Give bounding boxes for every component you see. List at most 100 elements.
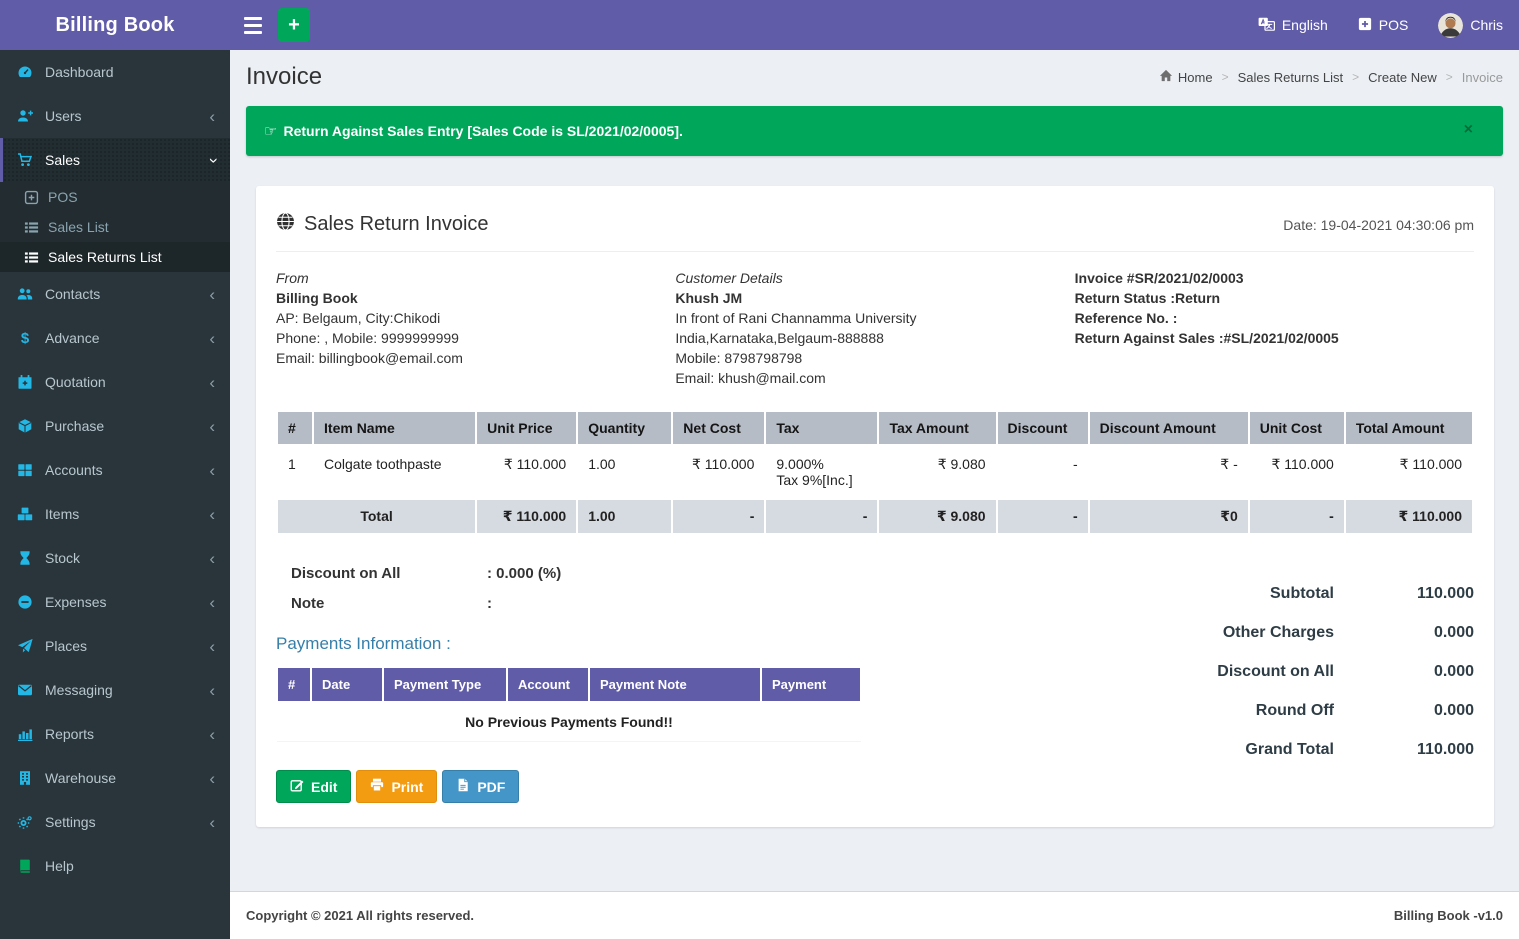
breadcrumb-separator: > [1221, 70, 1229, 84]
invoice-meta-block: Invoice #SR/2021/02/0003 Return Status :… [1075, 268, 1474, 388]
sidebar-item-purchase[interactable]: Purchase ‹ [0, 404, 230, 448]
chevron-left-icon: ‹ [209, 768, 215, 788]
close-icon[interactable]: × [1463, 121, 1473, 138]
chevron-left-icon: ‹ [209, 372, 215, 392]
sidebar-item-contacts[interactable]: Contacts ‹ [0, 272, 230, 316]
app-brand[interactable]: Billing Book [0, 0, 230, 50]
invoice-date: Date: 19-04-2021 04:30:06 pm [1283, 216, 1474, 233]
sidebar-item-accounts[interactable]: Accounts ‹ [0, 448, 230, 492]
users-group-icon [15, 286, 35, 302]
paper-plane-icon [15, 638, 35, 654]
payments-table: # Date Payment Type Account Payment Note… [276, 666, 862, 742]
chevron-left-icon: ‹ [209, 548, 215, 568]
sidebar-item-expenses[interactable]: Expenses ‹ [0, 580, 230, 624]
user-menu[interactable]: Chris [1438, 12, 1503, 38]
sidebar-item-label: Accounts [45, 462, 103, 478]
sidebar-item-settings[interactable]: Settings ‹ [0, 800, 230, 844]
content-area: Invoice Home > Sales Returns List > Crea… [230, 50, 1519, 891]
sidebar-item-reports[interactable]: Reports ‹ [0, 712, 230, 756]
sidebar-item-label: Users [45, 108, 82, 124]
sidebar-item-label: Items [45, 506, 80, 522]
avatar [1438, 12, 1464, 38]
sidebar-item-pos[interactable]: POS [0, 182, 230, 212]
sidebar-item-label: Help [45, 858, 74, 874]
summary-discount-on-all: Discount on All 0.000 [1217, 663, 1474, 680]
list-icon [22, 220, 40, 235]
sidebar-item-items[interactable]: Items ‹ [0, 492, 230, 536]
item-name-cell: Colgate toothpaste [312, 444, 478, 500]
book-icon [15, 858, 35, 874]
sidebar-item-help[interactable]: Help [0, 844, 230, 888]
footer: Copyright © 2021 All rights reserved. Bi… [230, 891, 1519, 939]
grid-icon [15, 462, 35, 478]
items-total-row: Total ₹ 110.000 1.00 - - ₹ 9.080 - ₹0 - … [275, 498, 1475, 535]
chevron-left-icon: ‹ [209, 106, 215, 126]
chevron-left-icon: ‹ [209, 680, 215, 700]
discount-on-all-row: Discount on All : 0.000 (%) [291, 565, 562, 582]
minus-circle-icon [15, 594, 35, 610]
breadcrumb-separator: > [1352, 70, 1360, 84]
sidebar: Billing Book Dashboard Users ‹ Sales ‹ P… [0, 0, 230, 939]
chevron-left-icon: ‹ [209, 636, 215, 656]
payments-header-row: # Date Payment Type Account Payment Note… [276, 666, 862, 703]
plus-square-icon [1358, 17, 1372, 34]
pdf-button[interactable]: PDF [442, 770, 520, 803]
pos-label: POS [1378, 17, 1409, 33]
bar-chart-icon [15, 726, 35, 742]
chevron-left-icon: ‹ [209, 328, 215, 348]
sidebar-item-warehouse[interactable]: Warehouse ‹ [0, 756, 230, 800]
sidebar-item-sales-list[interactable]: Sales List [0, 212, 230, 242]
alert-message: Return Against Sales Entry [Sales Code i… [283, 123, 683, 139]
chevron-left-icon: ‹ [209, 812, 215, 832]
summary-grand-total: Grand Total 110.000 [1245, 741, 1474, 758]
chevron-left-icon: ‹ [209, 460, 215, 480]
sidebar-item-label: Purchase [45, 418, 105, 434]
card-title: Sales Return Invoice [304, 213, 489, 235]
dashboard-icon [15, 64, 35, 80]
chevron-left-icon: ‹ [209, 592, 215, 612]
submenu-item-label: Sales Returns List [48, 249, 162, 265]
summary-subtotal: Subtotal 110.000 [1270, 585, 1474, 602]
sidebar-toggle-icon[interactable] [230, 0, 276, 50]
sidebar-item-sales-returns-list[interactable]: Sales Returns List [0, 242, 230, 272]
breadcrumb-sales-returns-list[interactable]: Sales Returns List [1237, 69, 1344, 85]
print-button[interactable]: Print [356, 770, 438, 803]
from-name: Billing Book [276, 290, 358, 306]
return-against-sales: Return Against Sales :#SL/2021/02/0005 [1074, 330, 1339, 346]
items-header-row: # Item Name Unit Price Quantity Net Cost… [275, 410, 1475, 446]
plus-square-icon [22, 190, 40, 205]
customer-block: Customer Details Khush JM In front of Ra… [675, 268, 1074, 388]
sidebar-item-label: Messaging [45, 682, 113, 698]
sidebar-item-users[interactable]: Users ‹ [0, 94, 230, 138]
breadcrumb: Home > Sales Returns List > Create New >… [1159, 69, 1503, 85]
invoice-card: Sales Return Invoice Date: 19-04-2021 04… [256, 186, 1494, 827]
sidebar-item-messaging[interactable]: Messaging ‹ [0, 668, 230, 712]
sidebar-item-label: Settings [45, 814, 96, 830]
sidebar-item-sales[interactable]: Sales ‹ [0, 138, 230, 182]
breadcrumb-home[interactable]: Home [1159, 69, 1213, 85]
sidebar-item-label: Warehouse [45, 770, 117, 786]
calendar-plus-icon [15, 374, 35, 390]
cubes-icon [15, 506, 35, 522]
pos-link[interactable]: POS [1358, 17, 1409, 34]
sidebar-item-quotation[interactable]: Quotation ‹ [0, 360, 230, 404]
tax-cell: 9.000% Tax 9%[Inc.] [764, 444, 880, 500]
chevron-left-icon: ‹ [209, 284, 215, 304]
sidebar-item-advance[interactable]: $ Advance ‹ [0, 316, 230, 360]
quick-add-button[interactable]: + [278, 8, 310, 42]
summary-other-charges: Other Charges 0.000 [1222, 624, 1474, 641]
sidebar-item-places[interactable]: Places ‹ [0, 624, 230, 668]
home-icon [1159, 69, 1173, 85]
file-pdf-icon [456, 778, 470, 795]
payments-title: Payments Information : [276, 634, 451, 653]
sidebar-item-stock[interactable]: Stock ‹ [0, 536, 230, 580]
return-status: Return Status :Return [1074, 290, 1221, 306]
language-icon [1258, 17, 1275, 34]
language-menu[interactable]: English [1258, 17, 1328, 34]
sidebar-item-dashboard[interactable]: Dashboard [0, 50, 230, 94]
breadcrumb-current: Invoice [1461, 69, 1503, 85]
edit-button[interactable]: Edit [276, 770, 352, 803]
items-table: # Item Name Unit Price Quantity Net Cost… [275, 410, 1475, 535]
printer-icon [370, 778, 384, 795]
breadcrumb-create-new[interactable]: Create New [1368, 69, 1437, 85]
